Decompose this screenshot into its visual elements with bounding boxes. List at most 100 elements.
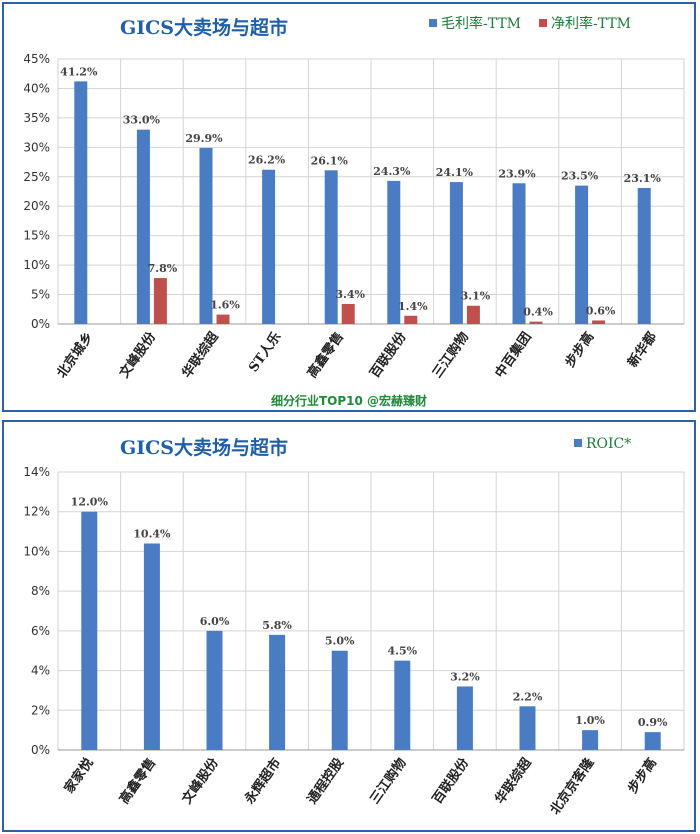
category-label: 百联股份 [367, 328, 411, 381]
category-label: 步步高 [562, 329, 597, 370]
chart-panel-roic: 0% 2% 4% 6% 8% 10% 12% 14% 12.0% 10.4% 6.0% 5.8% 5.0… [2, 420, 696, 832]
category-label: 华联综超 [492, 754, 536, 807]
y-tick-label: 4% [31, 664, 50, 678]
y-tick-label: 14% [23, 465, 50, 479]
y-tick-label: 8% [31, 584, 50, 598]
chart-title: GICS大卖场与超市 [120, 16, 288, 39]
chart-note: 细分行业TOP10 @宏赫臻财 [270, 394, 428, 408]
bar-series-1 [387, 180, 401, 324]
bar-series-1 [199, 147, 213, 324]
data-label: 33.0% [123, 114, 161, 127]
bar-series-1 [582, 730, 599, 750]
category-label: 步步高 [624, 755, 659, 796]
bar-series-2 [529, 321, 543, 324]
y-tick-label: 12% [23, 505, 50, 519]
category-label: 高鑫零售 [116, 755, 159, 807]
category-label: 百联股份 [429, 754, 473, 807]
y-tick-label: 15% [23, 229, 50, 243]
data-label: 0.4% [523, 306, 553, 319]
y-tick-label: 0% [31, 317, 50, 331]
margin-chart: 0% 5% 10% 15% 20% 25% 30% 35% 40% 45% 41.2% 33.0% 29… [23, 15, 685, 381]
category-label: 中百集团 [492, 329, 535, 381]
data-label: 24.3% [373, 165, 411, 178]
bar-series-2 [466, 305, 480, 324]
bar-series-1 [269, 634, 286, 750]
data-label: 5.8% [262, 619, 292, 632]
data-label: 3.1% [461, 290, 491, 303]
bar-series-2 [153, 278, 167, 324]
y-tick-label: 35% [23, 111, 50, 125]
data-label: 24.1% [436, 166, 474, 179]
bar-series-1 [331, 650, 348, 750]
y-tick-label: 2% [31, 703, 50, 717]
data-label: 1.0% [575, 714, 605, 727]
bar-series-1 [262, 169, 276, 324]
data-label: 7.8% [148, 262, 178, 275]
data-label: 1.4% [398, 300, 428, 313]
y-tick-label: 30% [23, 140, 50, 154]
y-tick-label: 0% [31, 743, 50, 757]
data-label: 29.9% [185, 132, 223, 145]
legend-swatch [574, 439, 582, 447]
bar-series-1 [143, 543, 160, 750]
legend-swatch [429, 19, 437, 27]
y-tick-label: 10% [23, 258, 50, 272]
data-label: 5.0% [325, 635, 355, 648]
category-label: 华联综超 [179, 328, 223, 381]
category-label: 文峰股份 [116, 328, 160, 381]
category-label: 三江购物 [429, 329, 472, 381]
bar-series-1 [206, 630, 223, 750]
bar-series-1 [512, 183, 526, 324]
data-label: 23.1% [624, 172, 662, 185]
category-label: 文峰股份 [179, 754, 223, 807]
data-label: 1.6% [210, 299, 240, 312]
roic-chart: 0% 2% 4% 6% 8% 10% 12% 14% 12.0% 10.4% 6.0% 5.8% 5.0… [23, 436, 685, 818]
bar-series-2 [341, 303, 355, 324]
y-tick-label: 5% [31, 288, 50, 302]
bar-series-1 [644, 732, 661, 750]
bar-series-1 [74, 81, 88, 324]
data-label: 2.2% [513, 690, 543, 703]
data-label: 12.0% [71, 496, 109, 509]
legend-label: 净利率-TTM [551, 15, 631, 32]
bar-series-1 [81, 511, 98, 750]
category-label: 永辉超市 [241, 755, 285, 808]
bar-series-1 [575, 185, 589, 324]
data-label: 4.5% [388, 645, 418, 658]
y-tick-label: 45% [23, 52, 50, 66]
category-label: 北京城乡 [54, 329, 97, 381]
legend-label: 毛利率-TTM [441, 15, 521, 32]
y-tick-label: 25% [23, 170, 50, 184]
data-label: 3.4% [335, 288, 365, 301]
data-label: 23.9% [498, 167, 536, 180]
data-label: 6.0% [200, 615, 230, 628]
legend-label: ROIC* [586, 436, 631, 452]
category-label: 新华都 [624, 329, 659, 370]
category-label: 通程控股 [304, 755, 347, 807]
category-label: 高鑫零售 [304, 329, 347, 381]
bar-series-2 [216, 314, 230, 324]
bar-series-1 [519, 706, 536, 750]
data-label: 0.9% [638, 716, 668, 729]
data-label: 0.6% [586, 304, 616, 317]
data-label: 26.2% [248, 154, 286, 167]
bar-series-1 [637, 187, 651, 324]
chart-title: GICS大卖场与超市 [120, 436, 288, 459]
data-label: 23.5% [561, 170, 599, 183]
data-label: 10.4% [133, 527, 171, 540]
category-label: 家家悦 [61, 755, 96, 796]
y-tick-label: 10% [23, 544, 50, 558]
data-label: 3.2% [450, 670, 480, 683]
bar-series-1 [449, 182, 463, 324]
y-tick-label: 6% [31, 624, 50, 638]
bar-series-2 [404, 315, 418, 324]
category-label: 三江购物 [367, 755, 410, 807]
data-label: 26.1% [311, 154, 349, 167]
bar-series-1 [136, 129, 150, 324]
legend-swatch [539, 19, 548, 27]
category-label: 北京京客隆 [547, 754, 598, 817]
data-label: 41.2% [60, 65, 98, 78]
chart-panel-margins: 0% 5% 10% 15% 20% 25% 30% 35% 40% 45% 41.2% 33.0% 29… [2, 2, 696, 412]
bar-series-1 [394, 660, 411, 750]
bar-series-1 [324, 170, 338, 324]
